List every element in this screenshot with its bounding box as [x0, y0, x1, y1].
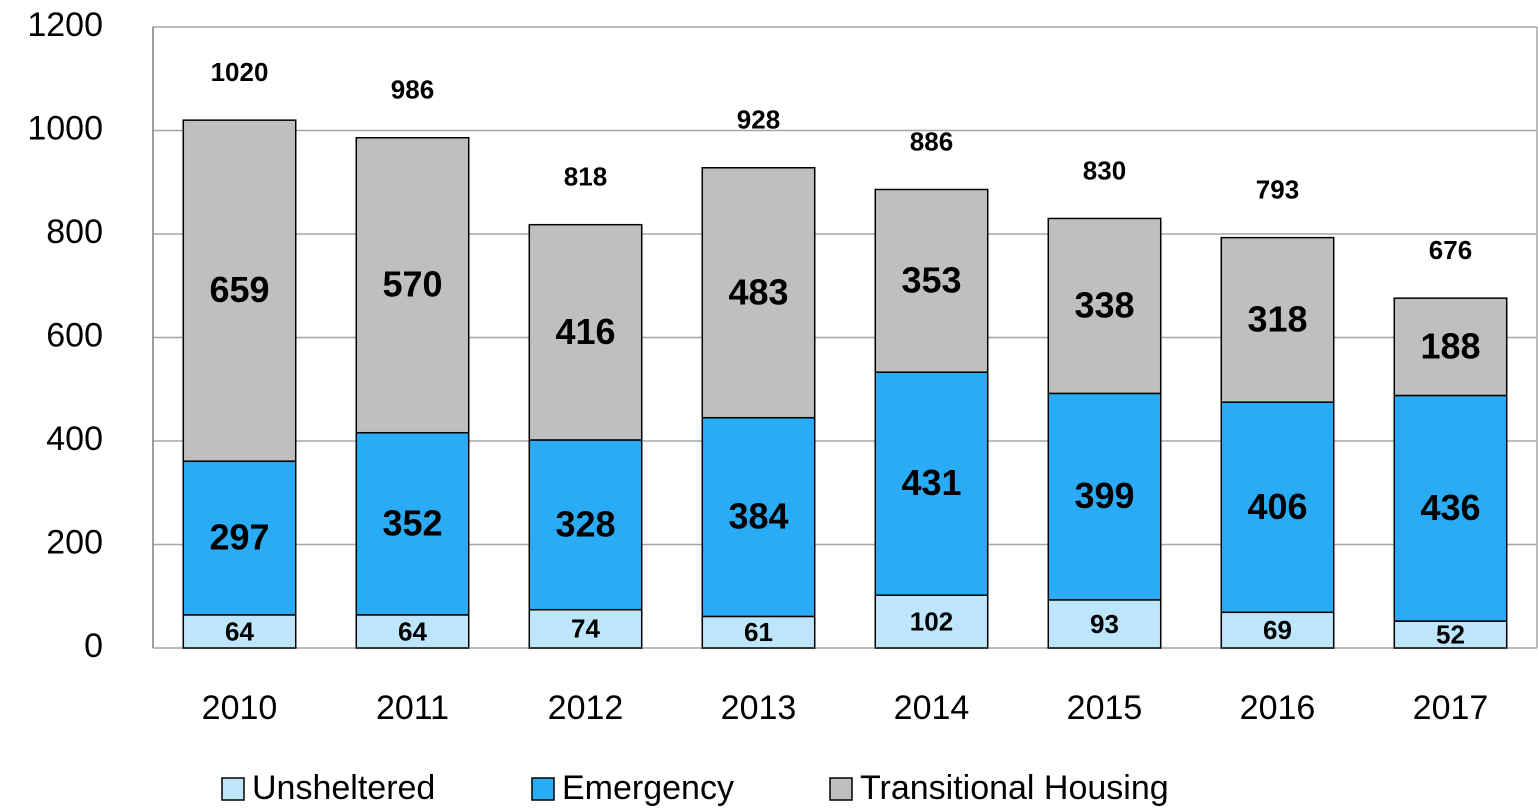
bar-segment: [701, 167, 816, 419]
y-tick-label: 1200: [27, 6, 103, 44]
bar-segment: [1220, 236, 1335, 403]
x-tick-label: 2015: [1067, 689, 1143, 727]
bar-segment: [874, 188, 989, 373]
x-tick-label: 2011: [376, 689, 449, 727]
bar-segment: [1393, 297, 1508, 397]
data-label: 483: [728, 271, 788, 312]
x-tick-label: 2016: [1240, 689, 1316, 727]
total-label: 886: [910, 126, 953, 156]
bar-segment: [528, 223, 643, 441]
data-label: 52: [1436, 619, 1465, 649]
data-label: 399: [1074, 475, 1134, 516]
data-label: 338: [1074, 284, 1134, 325]
data-label: 406: [1247, 486, 1307, 527]
legend-swatch: [531, 777, 555, 801]
y-tick-label: 0: [84, 627, 103, 665]
data-label: 102: [910, 606, 953, 636]
bar-segment: [1393, 620, 1508, 649]
bar-segment: [1220, 401, 1335, 614]
bar-segment: [874, 371, 989, 596]
data-label: 61: [744, 617, 773, 647]
legend-label: Unsheltered: [252, 769, 435, 807]
bar-segment: [1047, 392, 1162, 601]
bar-segment: [182, 119, 297, 462]
data-label: 64: [225, 616, 254, 646]
y-tick-label: 200: [46, 523, 103, 561]
data-label: 384: [728, 496, 788, 537]
x-tick-label: 2014: [894, 689, 970, 727]
total-label: 830: [1083, 155, 1126, 185]
x-tick-label: 2012: [548, 689, 624, 727]
x-tick-label: 2013: [721, 689, 797, 727]
total-label: 1020: [211, 57, 269, 87]
data-label: 416: [555, 311, 615, 352]
data-label: 318: [1247, 298, 1307, 339]
legend-swatch: [829, 777, 853, 801]
data-label: 436: [1420, 487, 1480, 528]
data-label: 93: [1090, 609, 1119, 639]
y-tick-label: 600: [46, 316, 103, 354]
bar-segment: [355, 136, 470, 434]
data-label: 352: [382, 502, 442, 543]
total-label: 818: [564, 162, 607, 192]
data-label: 328: [555, 503, 615, 544]
bar-segment: [182, 460, 297, 616]
bar-segment: [1047, 217, 1162, 395]
total-label: 676: [1429, 235, 1472, 265]
bar-segment: [701, 615, 816, 649]
bar-segment: [1393, 394, 1508, 622]
data-label: 431: [901, 462, 961, 503]
bar-segment: [355, 431, 470, 616]
data-label: 659: [209, 269, 269, 310]
x-tick-label: 2010: [202, 689, 278, 727]
data-label: 570: [382, 264, 442, 305]
data-label: 74: [571, 614, 600, 644]
total-label: 986: [391, 75, 434, 105]
bar-segment: [355, 614, 470, 649]
data-label: 297: [209, 517, 269, 558]
total-label: 928: [737, 105, 780, 135]
bar-segment: [528, 439, 643, 611]
bar-segment: [1220, 611, 1335, 649]
x-tick-label: 2017: [1413, 689, 1489, 727]
y-tick-label: 400: [46, 420, 103, 458]
data-label: 69: [1263, 615, 1292, 645]
data-label: 64: [398, 616, 427, 646]
total-label: 793: [1256, 174, 1299, 204]
legend-label: Emergency: [562, 769, 734, 807]
data-label: 353: [901, 259, 961, 300]
legend-label: Transitional Housing: [860, 769, 1169, 807]
data-label: 188: [1420, 325, 1480, 366]
y-tick-label: 800: [46, 213, 103, 251]
y-tick-label: 1000: [27, 109, 103, 147]
legend-swatch: [221, 777, 245, 801]
bar-segment: [1047, 599, 1162, 649]
